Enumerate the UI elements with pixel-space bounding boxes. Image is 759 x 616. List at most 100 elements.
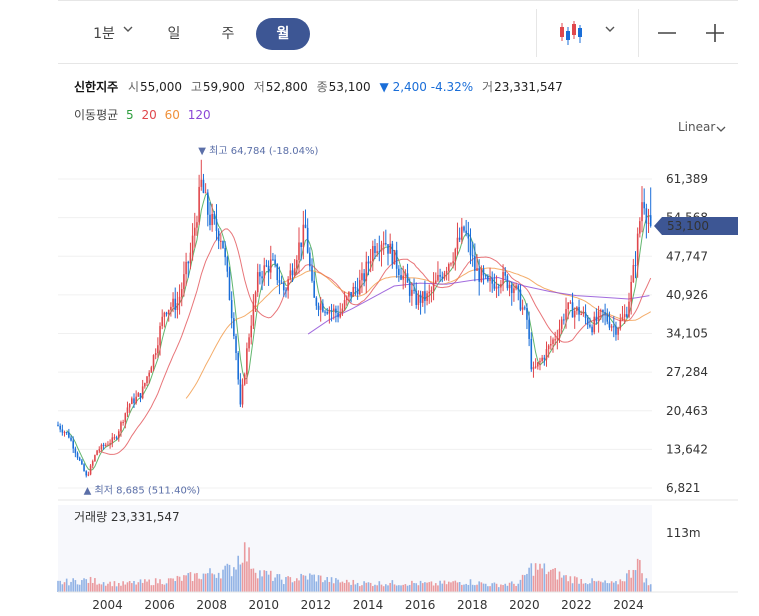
candle-body bbox=[474, 256, 476, 271]
candle-body bbox=[393, 250, 396, 265]
candle-body bbox=[586, 317, 589, 325]
volume-bar bbox=[491, 583, 494, 592]
candle-body bbox=[461, 226, 463, 240]
volume-bar bbox=[176, 575, 179, 592]
volume-bar bbox=[502, 585, 504, 592]
candle-body bbox=[398, 268, 400, 276]
candle-body bbox=[584, 312, 587, 318]
ma-20-line bbox=[99, 228, 652, 455]
candle-body bbox=[615, 326, 617, 335]
plus-icon[interactable] bbox=[704, 22, 726, 44]
volume-bar bbox=[126, 582, 129, 592]
candle-body bbox=[419, 294, 422, 303]
volume-bar bbox=[480, 582, 483, 592]
y-tick-label: 6,821 bbox=[666, 481, 700, 495]
candle-body bbox=[61, 429, 64, 433]
candle-body bbox=[191, 235, 194, 253]
candle-body bbox=[491, 278, 494, 284]
volume-bar bbox=[626, 573, 628, 592]
candle-body bbox=[517, 285, 520, 290]
volume-bar bbox=[356, 582, 359, 592]
volume-bar bbox=[348, 582, 350, 592]
volume-bar bbox=[404, 584, 407, 592]
candle-body bbox=[495, 286, 498, 289]
scale-mode-select[interactable]: Linear bbox=[678, 120, 716, 134]
quote-summary: 신한지주 시55,000 고59,900 저52,800 종53,100 ▼ 2… bbox=[74, 78, 568, 95]
volume-bar bbox=[120, 585, 122, 592]
tab-week[interactable]: 주 bbox=[208, 18, 248, 50]
volume-bar bbox=[526, 573, 528, 592]
volume-bar bbox=[515, 585, 517, 592]
toolbar-divider bbox=[638, 9, 639, 57]
candle-body bbox=[263, 265, 266, 279]
candle-body bbox=[623, 314, 626, 317]
candle-body bbox=[610, 326, 613, 328]
volume-bar bbox=[172, 578, 174, 592]
volume-bar bbox=[304, 575, 307, 592]
candle-body bbox=[339, 313, 342, 318]
candle-body bbox=[211, 213, 213, 226]
candle-body bbox=[467, 233, 470, 239]
candle-body bbox=[178, 296, 181, 304]
candle-body bbox=[619, 319, 622, 329]
volume-bar bbox=[424, 582, 426, 592]
toolbar-divider bbox=[536, 9, 537, 57]
minus-icon[interactable] bbox=[656, 23, 678, 43]
candle-body bbox=[133, 398, 135, 404]
tab-1min[interactable]: 1분 bbox=[74, 18, 134, 50]
volume-bar bbox=[580, 578, 583, 592]
candle-body bbox=[180, 289, 183, 297]
candle-body bbox=[102, 444, 105, 446]
volume-bar bbox=[159, 579, 161, 592]
volume-bar bbox=[365, 582, 368, 592]
candle-body bbox=[198, 186, 200, 223]
scale-chevron-down-icon[interactable] bbox=[716, 124, 726, 134]
volume-bar bbox=[400, 585, 402, 592]
chart-type-chevron-icon[interactable] bbox=[604, 23, 616, 35]
volume-bar bbox=[300, 573, 302, 592]
volume-bar bbox=[332, 583, 335, 592]
volume-bar bbox=[148, 579, 150, 592]
candle-body bbox=[406, 273, 409, 283]
x-tick-label: 2012 bbox=[301, 598, 332, 612]
tab-day[interactable]: 일 bbox=[154, 18, 194, 50]
candle-body bbox=[556, 338, 559, 340]
candle-body bbox=[454, 248, 457, 262]
candle-body bbox=[98, 449, 101, 451]
candle-body bbox=[170, 306, 172, 310]
candle-body bbox=[332, 308, 335, 311]
volume-bar bbox=[382, 586, 385, 592]
candle-body bbox=[489, 278, 491, 281]
volume-bar bbox=[252, 568, 255, 592]
candle-body bbox=[645, 208, 648, 224]
volume-bar bbox=[302, 575, 305, 592]
candle-body bbox=[641, 202, 643, 222]
volume-bar bbox=[96, 584, 98, 592]
down-arrow-icon: ▼ bbox=[379, 80, 389, 94]
candle-body bbox=[374, 245, 376, 253]
volume-bar bbox=[313, 574, 315, 592]
candlestick-icon[interactable] bbox=[558, 19, 584, 47]
candle-body bbox=[337, 312, 339, 318]
candle-body bbox=[547, 345, 550, 350]
candle-body bbox=[515, 285, 517, 289]
candle-body bbox=[150, 367, 153, 373]
chevron-down-icon[interactable] bbox=[122, 23, 134, 35]
candle-body bbox=[76, 453, 79, 458]
candle-body bbox=[602, 310, 604, 313]
volume-bar bbox=[419, 580, 422, 592]
volume-bar bbox=[104, 585, 107, 592]
volume-bar bbox=[439, 580, 441, 592]
candle-body bbox=[291, 270, 294, 276]
volume-bar bbox=[619, 579, 622, 592]
moving-average-legend[interactable]: 이동평균 5 20 60 120 bbox=[74, 106, 215, 123]
tab-month[interactable]: 월 bbox=[256, 18, 310, 50]
candle-body bbox=[465, 230, 467, 234]
volume-bar bbox=[378, 581, 381, 592]
volume-bar bbox=[649, 584, 652, 592]
volume-bar bbox=[107, 583, 109, 592]
candle-body bbox=[154, 353, 157, 356]
candle-body bbox=[300, 242, 302, 248]
volume-bar bbox=[319, 575, 322, 592]
